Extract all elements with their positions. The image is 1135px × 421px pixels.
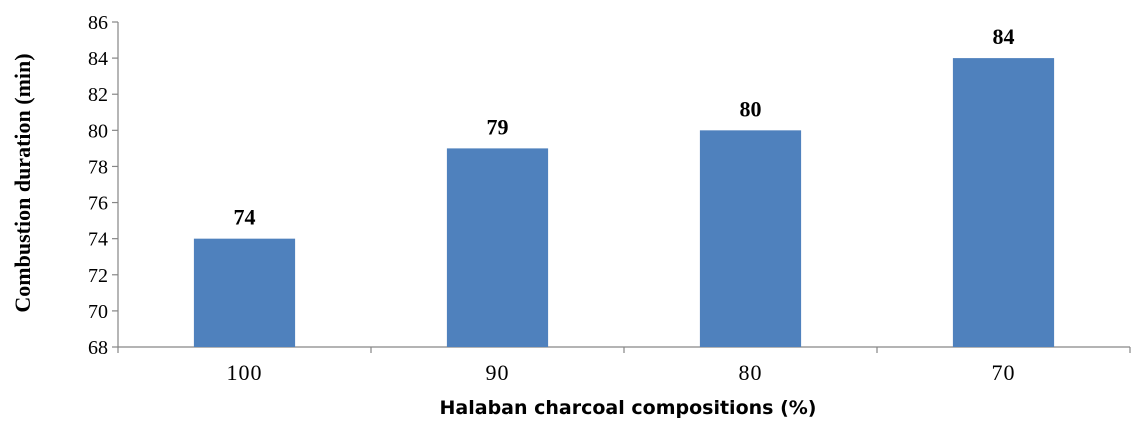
data-label-90: 79 [487, 114, 509, 139]
x-tick-label: 100 [227, 360, 263, 385]
y-tick-label: 80 [88, 120, 108, 142]
data-label-80: 80 [740, 96, 762, 121]
y-tick-label: 82 [88, 84, 108, 106]
x-axis: 100 90 80 70 [117, 346, 1131, 385]
y-tick-label: 72 [88, 265, 108, 287]
bar-90 [446, 148, 549, 347]
bars [193, 58, 1055, 347]
y-tick-label: 86 [88, 12, 108, 34]
y-tick-label: 74 [88, 229, 108, 251]
x-tick-label: 90 [486, 360, 510, 385]
bar-70 [952, 58, 1055, 347]
bar-100 [193, 238, 296, 347]
y-tick-label: 84 [88, 48, 108, 70]
y-axis: 68 70 72 74 76 78 80 82 84 86 [88, 12, 119, 359]
y-tick-label: 68 [88, 337, 108, 359]
y-tick-label: 78 [88, 156, 108, 178]
x-axis-label: Halaban charcoal compositions (%) [440, 397, 817, 419]
x-tick-label: 70 [992, 360, 1016, 385]
data-label-100: 74 [234, 205, 256, 230]
data-label-70: 84 [993, 24, 1015, 49]
y-axis-label: Combustion duration (min) [10, 53, 35, 312]
data-labels: 74 79 80 84 [234, 24, 1015, 230]
y-tick-label: 70 [88, 301, 108, 323]
bar-80 [699, 130, 802, 347]
x-tick-label: 80 [739, 360, 763, 385]
y-tick-label: 76 [88, 193, 108, 215]
